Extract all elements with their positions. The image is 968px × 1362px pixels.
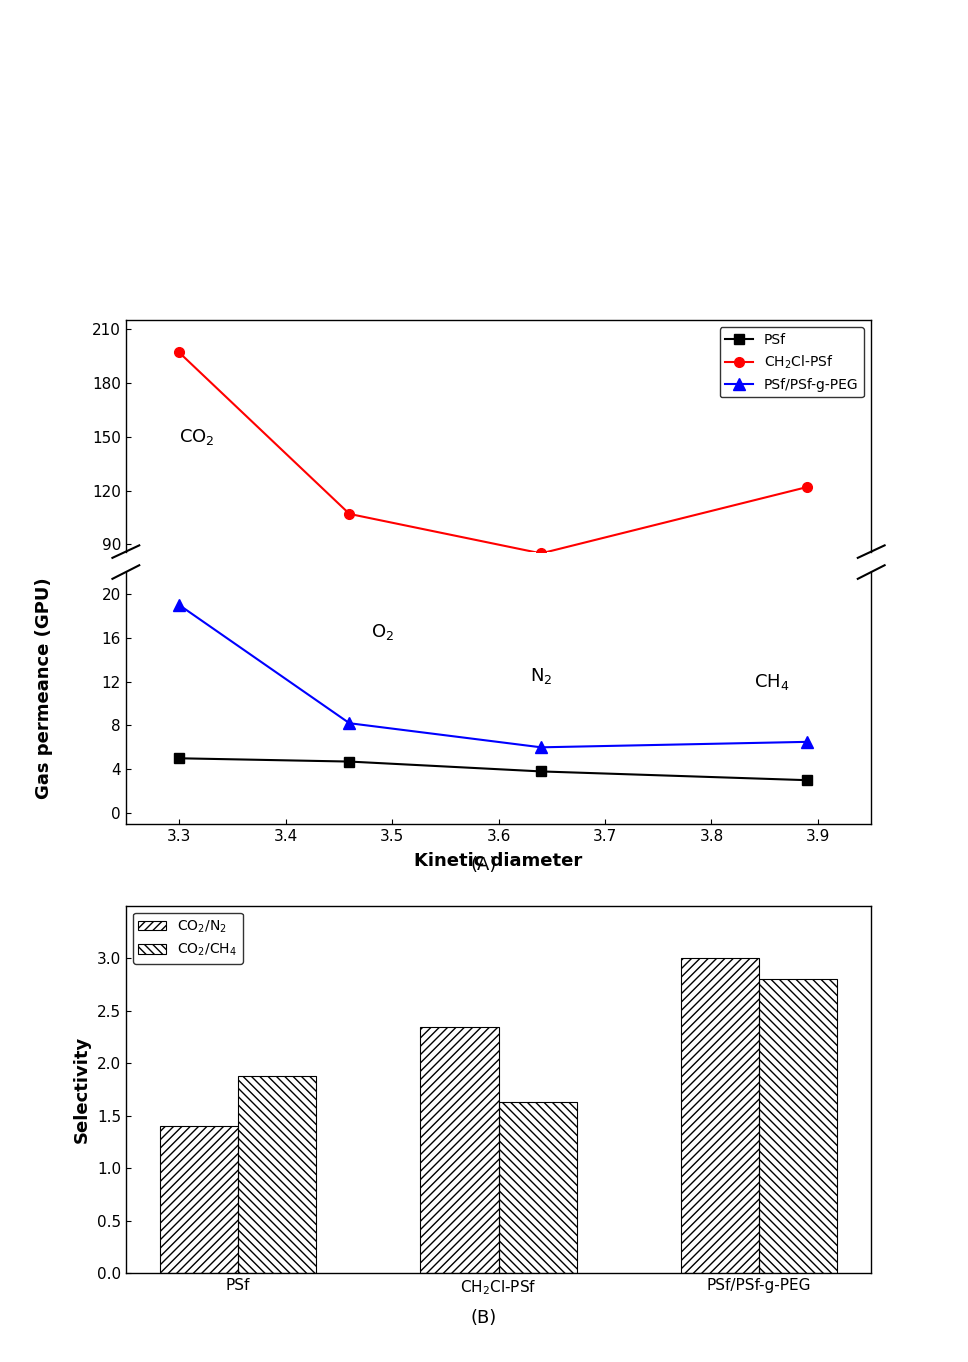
X-axis label: Kinetic diameter: Kinetic diameter — [414, 853, 583, 870]
Bar — [238, 1076, 317, 1273]
Bar — [499, 1102, 577, 1273]
Y-axis label: Selectivity: Selectivity — [74, 1036, 91, 1143]
Text: CH$_4$: CH$_4$ — [754, 671, 790, 692]
Legend: CO$_2$/N$_2$, CO$_2$/CH$_4$: CO$_2$/N$_2$, CO$_2$/CH$_4$ — [133, 913, 243, 963]
Text: CO$_2$: CO$_2$ — [179, 426, 215, 447]
Text: Gas permeance (GPU): Gas permeance (GPU) — [35, 577, 52, 798]
Text: N$_2$: N$_2$ — [530, 666, 553, 686]
Bar — [681, 959, 759, 1273]
Bar — [759, 979, 837, 1273]
Bar — [160, 1126, 238, 1273]
Legend: PSf, CH$_2$Cl-PSf, PSf/PSf-g-PEG: PSf, CH$_2$Cl-PSf, PSf/PSf-g-PEG — [719, 327, 864, 398]
Text: (A): (A) — [470, 855, 498, 874]
Text: (B): (B) — [470, 1309, 498, 1328]
Text: O$_2$: O$_2$ — [371, 622, 394, 643]
Bar — [420, 1027, 499, 1273]
